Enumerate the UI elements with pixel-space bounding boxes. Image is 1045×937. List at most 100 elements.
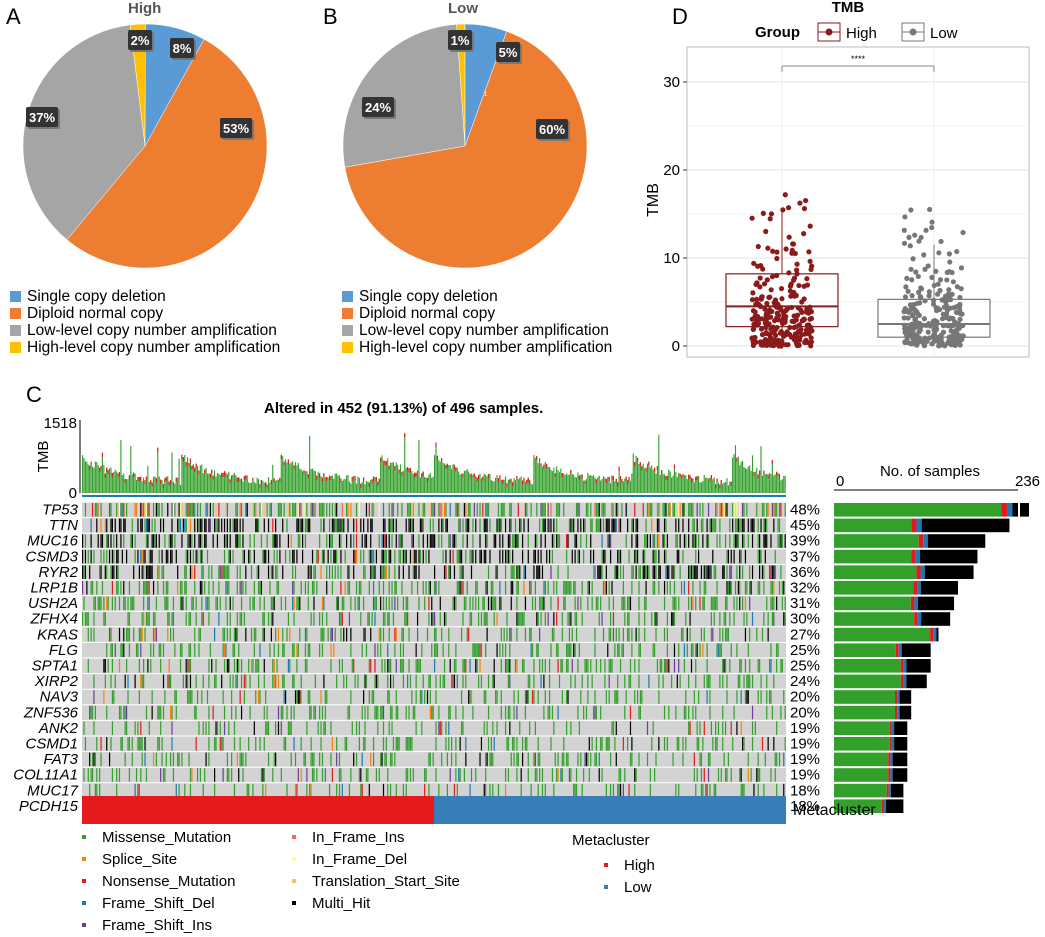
mutation-cell [749,565,751,579]
mutation-cell [397,503,399,517]
mutation-cell [124,705,126,720]
mutation-cell [367,612,369,626]
mutation-cell [534,581,536,595]
mutation-cell [638,643,640,657]
mutation-cell [331,581,334,595]
tmb-bar [520,476,522,493]
tmb-bar [486,476,488,493]
pie-high-chart: 8%53%37%2% [22,23,268,269]
mutation-cell [194,534,196,548]
mutation-cell [749,596,751,611]
mutation-cell [685,705,687,720]
mutation-cell [135,503,138,517]
mutation-cell [304,752,307,767]
mutation-cell [123,596,125,611]
mutation-cell [648,674,650,689]
tmb-bar [391,462,393,493]
pct-label-muc17: 18% [790,782,820,799]
tmb-bar [374,477,376,493]
mutation-cell [678,549,680,564]
mutation-cell [196,518,199,533]
mutation-cell [690,596,693,611]
tmb-bar [605,478,607,493]
mutation-cell [425,581,427,595]
mutation-cell [141,503,143,517]
mutation-cell [655,612,657,626]
tmb-bar-nonsense [422,471,424,476]
tmb-bar [699,482,701,493]
mutation-cell [760,518,762,533]
mutation-cell [287,721,290,735]
mutation-cell [720,503,722,517]
tmb-bar-nonsense [502,479,504,484]
mutation-cell [591,674,593,689]
mutation-cell [267,565,270,579]
bar-nonsense-fat3 [888,752,891,767]
mutation-cell [113,534,115,548]
mutation-cell [116,768,118,782]
tmb-bar [739,465,741,493]
tmb-bar [358,477,360,493]
mutation-cell [598,503,600,517]
mutation-cell [391,518,393,533]
mutation-cell [533,690,535,704]
mutation-cell [458,581,460,595]
mutation-cell [123,705,125,720]
mutation-cell [412,518,414,533]
mutation-cell [388,549,390,564]
mutation-cell [320,518,322,533]
mutation-cell [601,737,603,751]
mutation-cell [544,518,546,533]
tmb-bar-nonsense [689,475,691,480]
mutation-cell [208,674,210,689]
mutation-cell [137,737,139,751]
tmb-bar [705,477,707,493]
legend-nonsense: Nonsense_Mutation [78,870,235,892]
mutation-cell [502,643,504,657]
mutation-cell [673,581,676,595]
mutation-cell [452,549,454,564]
mutation-cell [470,549,473,564]
tmb-bar [326,476,328,493]
mutation-cell [270,596,272,611]
legend-label-high: High [846,25,877,42]
mutation-cell [723,612,725,626]
mutation-cell [702,643,704,657]
mutation-cell [602,581,605,595]
mutation-cell [588,581,590,595]
mutation-cell [530,783,532,798]
mutation-cell [390,752,392,767]
mutation-cell [177,752,179,767]
mutation-cell [225,596,227,611]
mutation-cell [536,768,538,782]
bar-nonsense-muc16 [918,534,924,548]
mutation-cell [584,518,586,533]
mutation-cell [269,503,271,517]
mutation-cell [497,503,500,517]
mutation-cell [361,752,363,767]
mutation-cell [585,503,588,517]
tmb-bar-nonsense [354,476,356,481]
tmb-bar-nonsense [107,470,109,475]
mutation-cell [124,596,126,611]
mutation-cell [726,581,728,595]
data-point [939,316,946,322]
mutation-cell [128,627,131,642]
mutation-cell [215,721,217,735]
mutation-cell [245,627,247,642]
tmb-bar [696,475,698,493]
mutation-cell [214,768,216,782]
mutation-cell [394,549,396,564]
mutation-cell [771,612,774,626]
significance-label: **** [851,54,866,64]
mutation-cell [489,549,491,564]
mutation-cell [435,581,437,595]
mutation-cell [655,627,657,642]
tmb-bar [375,477,377,493]
mutation-cell [118,705,121,720]
data-point [905,331,911,337]
mutation-cell [334,518,336,533]
mutation-cell [483,549,485,564]
data-point [951,305,957,311]
mutation-cell [656,518,659,533]
